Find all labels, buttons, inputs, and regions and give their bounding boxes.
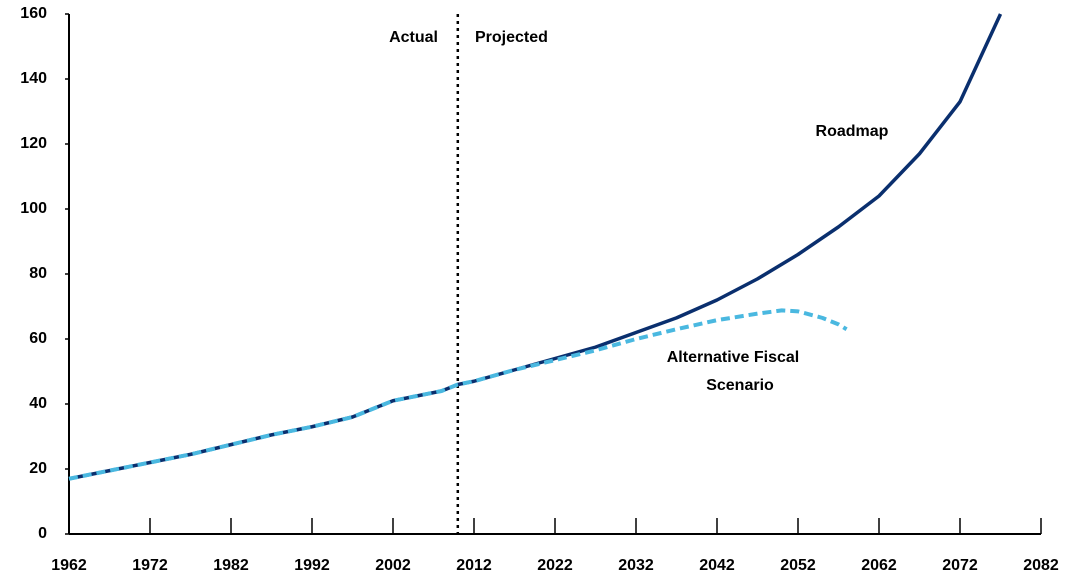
- y-tick-label: 60: [29, 330, 47, 347]
- x-tick-label: 2062: [861, 557, 897, 574]
- annotation: Roadmap: [816, 123, 889, 140]
- x-tick-label: 2042: [699, 557, 735, 574]
- y-tick-label: 40: [29, 395, 47, 412]
- x-tick-label: 1982: [213, 557, 249, 574]
- line: [68, 308, 848, 481]
- y-tick-label: 100: [20, 200, 47, 217]
- x-tick-label: 2032: [618, 557, 654, 574]
- x-tick-label: 2002: [375, 557, 411, 574]
- x-tick-label: 2052: [780, 557, 816, 574]
- y-tick-label: 0: [38, 525, 47, 542]
- x-tick-label: 1962: [51, 557, 87, 574]
- y-tick-label: 120: [20, 135, 47, 152]
- x-tick-label: 2022: [537, 557, 573, 574]
- x-tick-label: 2082: [1023, 557, 1059, 574]
- annotation: Scenario: [706, 377, 774, 394]
- x-tick-label: 2012: [456, 557, 492, 574]
- annotation: Projected: [475, 29, 548, 46]
- x-tick-label: 1972: [132, 557, 168, 574]
- y-tick-label: 80: [29, 265, 47, 282]
- y-tick-label: 140: [20, 70, 47, 87]
- annotation: Actual: [389, 29, 438, 46]
- y-tick-label: 20: [29, 460, 47, 477]
- annotation: Alternative Fiscal: [667, 349, 800, 366]
- x-tick-label: 2072: [942, 557, 978, 574]
- line: [68, 13, 1003, 481]
- y-tick-label: 160: [20, 5, 47, 22]
- x-tick-label: 1992: [294, 557, 330, 574]
